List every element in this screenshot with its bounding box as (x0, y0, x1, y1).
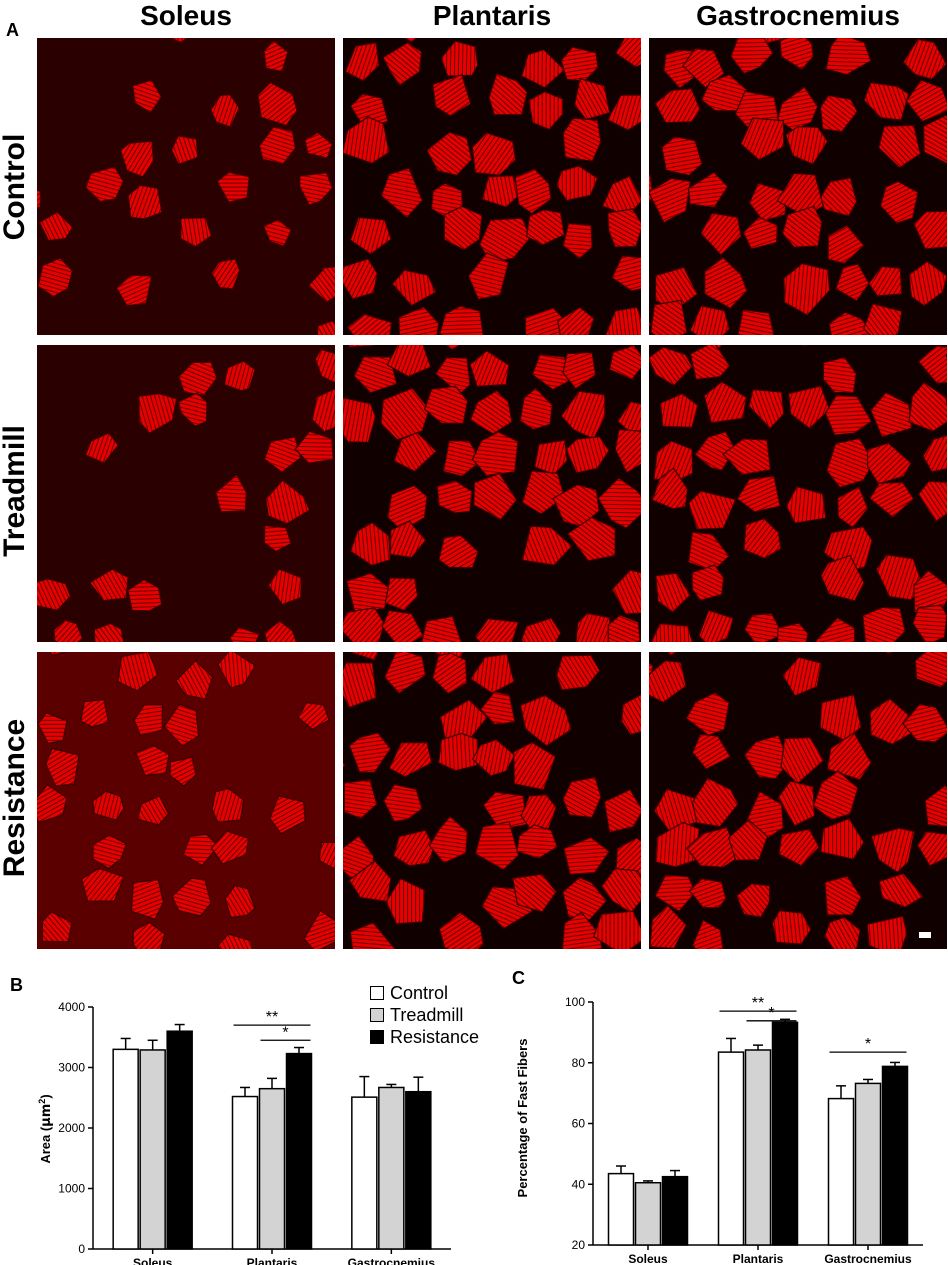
legend-label-resistance: Resistance (390, 1026, 480, 1047)
significance-label: ** (266, 1009, 278, 1026)
bar-control-gastrocnemius (827, 1097, 855, 1246)
bar-control-soleus (112, 1048, 139, 1250)
row-title-treadmill: Treadmill (0, 425, 31, 557)
row-title-resistance: Resistance (0, 718, 31, 878)
bar-resistance-gastrocnemius (881, 1065, 909, 1246)
bar-treadmill-gastrocnemius (854, 1082, 882, 1246)
micrograph-treadmill-soleus (37, 345, 335, 642)
significance-label: * (865, 1036, 871, 1053)
y-axis-label-c: Percentage of Fast Fibers (515, 1039, 530, 1198)
legend-swatch-control (370, 986, 384, 1000)
y-tick-label: 1000 (58, 1182, 85, 1196)
bar-resistance-gastrocnemius (405, 1090, 432, 1250)
x-tick-label: Plantaris (247, 1256, 298, 1265)
column-title-gastrocnemius: Gastrocnemius (696, 0, 900, 31)
bar-control-soleus (607, 1172, 635, 1246)
x-tick-label: Soleus (133, 1256, 173, 1265)
x-tick-label: Gastrocnemius (348, 1256, 436, 1265)
micrograph-resistance-gastrocnemius (649, 652, 947, 949)
y-tick-label: 20 (572, 1238, 586, 1252)
bar-treadmill-plantaris (744, 1049, 772, 1246)
micrograph-control-soleus (37, 38, 335, 335)
micrograph-treadmill-gastrocnemius (649, 345, 947, 642)
y-tick-label: 3000 (58, 1061, 85, 1075)
legend-item-treadmill: Treadmill (370, 1004, 479, 1026)
bar-control-plantaris (717, 1051, 745, 1246)
column-title-plantaris: Plantaris (432, 0, 552, 31)
row-title-control: Control (0, 133, 31, 241)
x-tick-label: Gastrocnemius (824, 1252, 912, 1265)
legend-label-control: Control (390, 982, 449, 1003)
y-axis-label-b: Area (μm2) (37, 1094, 54, 1163)
y-tick-label: 100 (565, 995, 585, 1009)
legend-item-resistance: Resistance (370, 1026, 479, 1048)
significance-label: * (282, 1024, 288, 1041)
legend-swatch-treadmill (370, 1008, 384, 1022)
legend-swatch-resistance (370, 1030, 384, 1044)
bar-resistance-soleus (661, 1175, 689, 1246)
significance-label: * (768, 1005, 774, 1022)
bar-treadmill-plantaris (258, 1087, 286, 1250)
x-tick-label: Plantaris (733, 1252, 784, 1265)
chart-c-fast-fibers: Percentage of Fast Fibers 20 40 60 80 100 Sol… (515, 995, 923, 1265)
legend-item-control: Control (370, 982, 479, 1004)
bar-resistance-plantaris (285, 1052, 313, 1250)
micrograph-resistance-plantaris (343, 652, 641, 949)
legend: Control Treadmill Resistance (370, 982, 479, 1048)
panel-letter-a: A (6, 20, 19, 40)
bar-treadmill-gastrocnemius (378, 1086, 405, 1250)
column-title-soleus: Soleus (140, 0, 232, 31)
y-tick-label: 40 (572, 1177, 586, 1191)
y-tick-label: 60 (572, 1117, 586, 1131)
x-tick-label: Soleus (628, 1252, 668, 1265)
y-tick-label: 4000 (58, 1000, 85, 1014)
bar-treadmill-soleus (634, 1181, 662, 1246)
micrograph-control-gastrocnemius (649, 38, 947, 335)
micrograph-resistance-soleus (37, 652, 335, 949)
legend-label-treadmill: Treadmill (390, 1004, 464, 1025)
y-tick-label: 80 (572, 1056, 586, 1070)
y-tick-label: 0 (78, 1242, 85, 1256)
bar-control-gastrocnemius (351, 1096, 378, 1250)
bar-resistance-plantaris (771, 1021, 799, 1246)
y-tick-label: 2000 (58, 1121, 85, 1135)
bar-treadmill-soleus (139, 1049, 166, 1250)
chart-b-area: Area (μm2) 0 1000 2000 3000 4000 Soleus Planta… (37, 1000, 451, 1265)
panel-letter-b: B (10, 975, 23, 995)
micrograph-treadmill-plantaris (343, 345, 641, 642)
bar-resistance-soleus (166, 1030, 193, 1250)
panel-letter-c: C (512, 968, 525, 988)
micrograph-control-plantaris (343, 38, 641, 335)
significance-label: ** (752, 995, 764, 1012)
bar-control-plantaris (231, 1095, 259, 1250)
